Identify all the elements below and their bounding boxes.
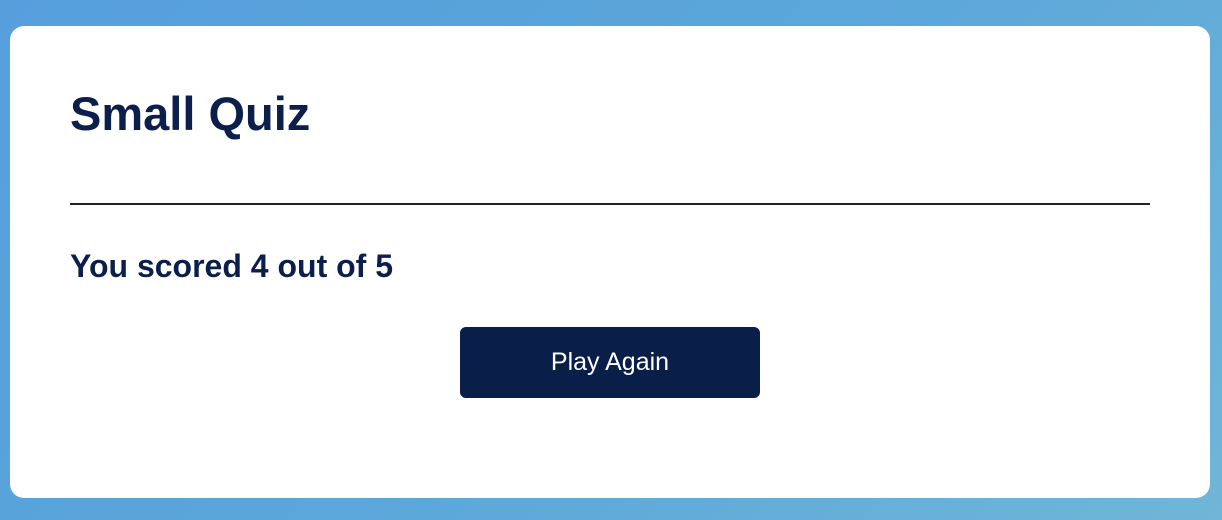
quiz-card: Small Quiz You scored 4 out of 5 Play Ag… [10, 26, 1210, 498]
score-text: You scored 4 out of 5 [70, 248, 393, 284]
divider [70, 203, 1150, 205]
quiz-title: Small Quiz [70, 87, 311, 140]
play-again-button[interactable]: Play Again [460, 327, 760, 398]
